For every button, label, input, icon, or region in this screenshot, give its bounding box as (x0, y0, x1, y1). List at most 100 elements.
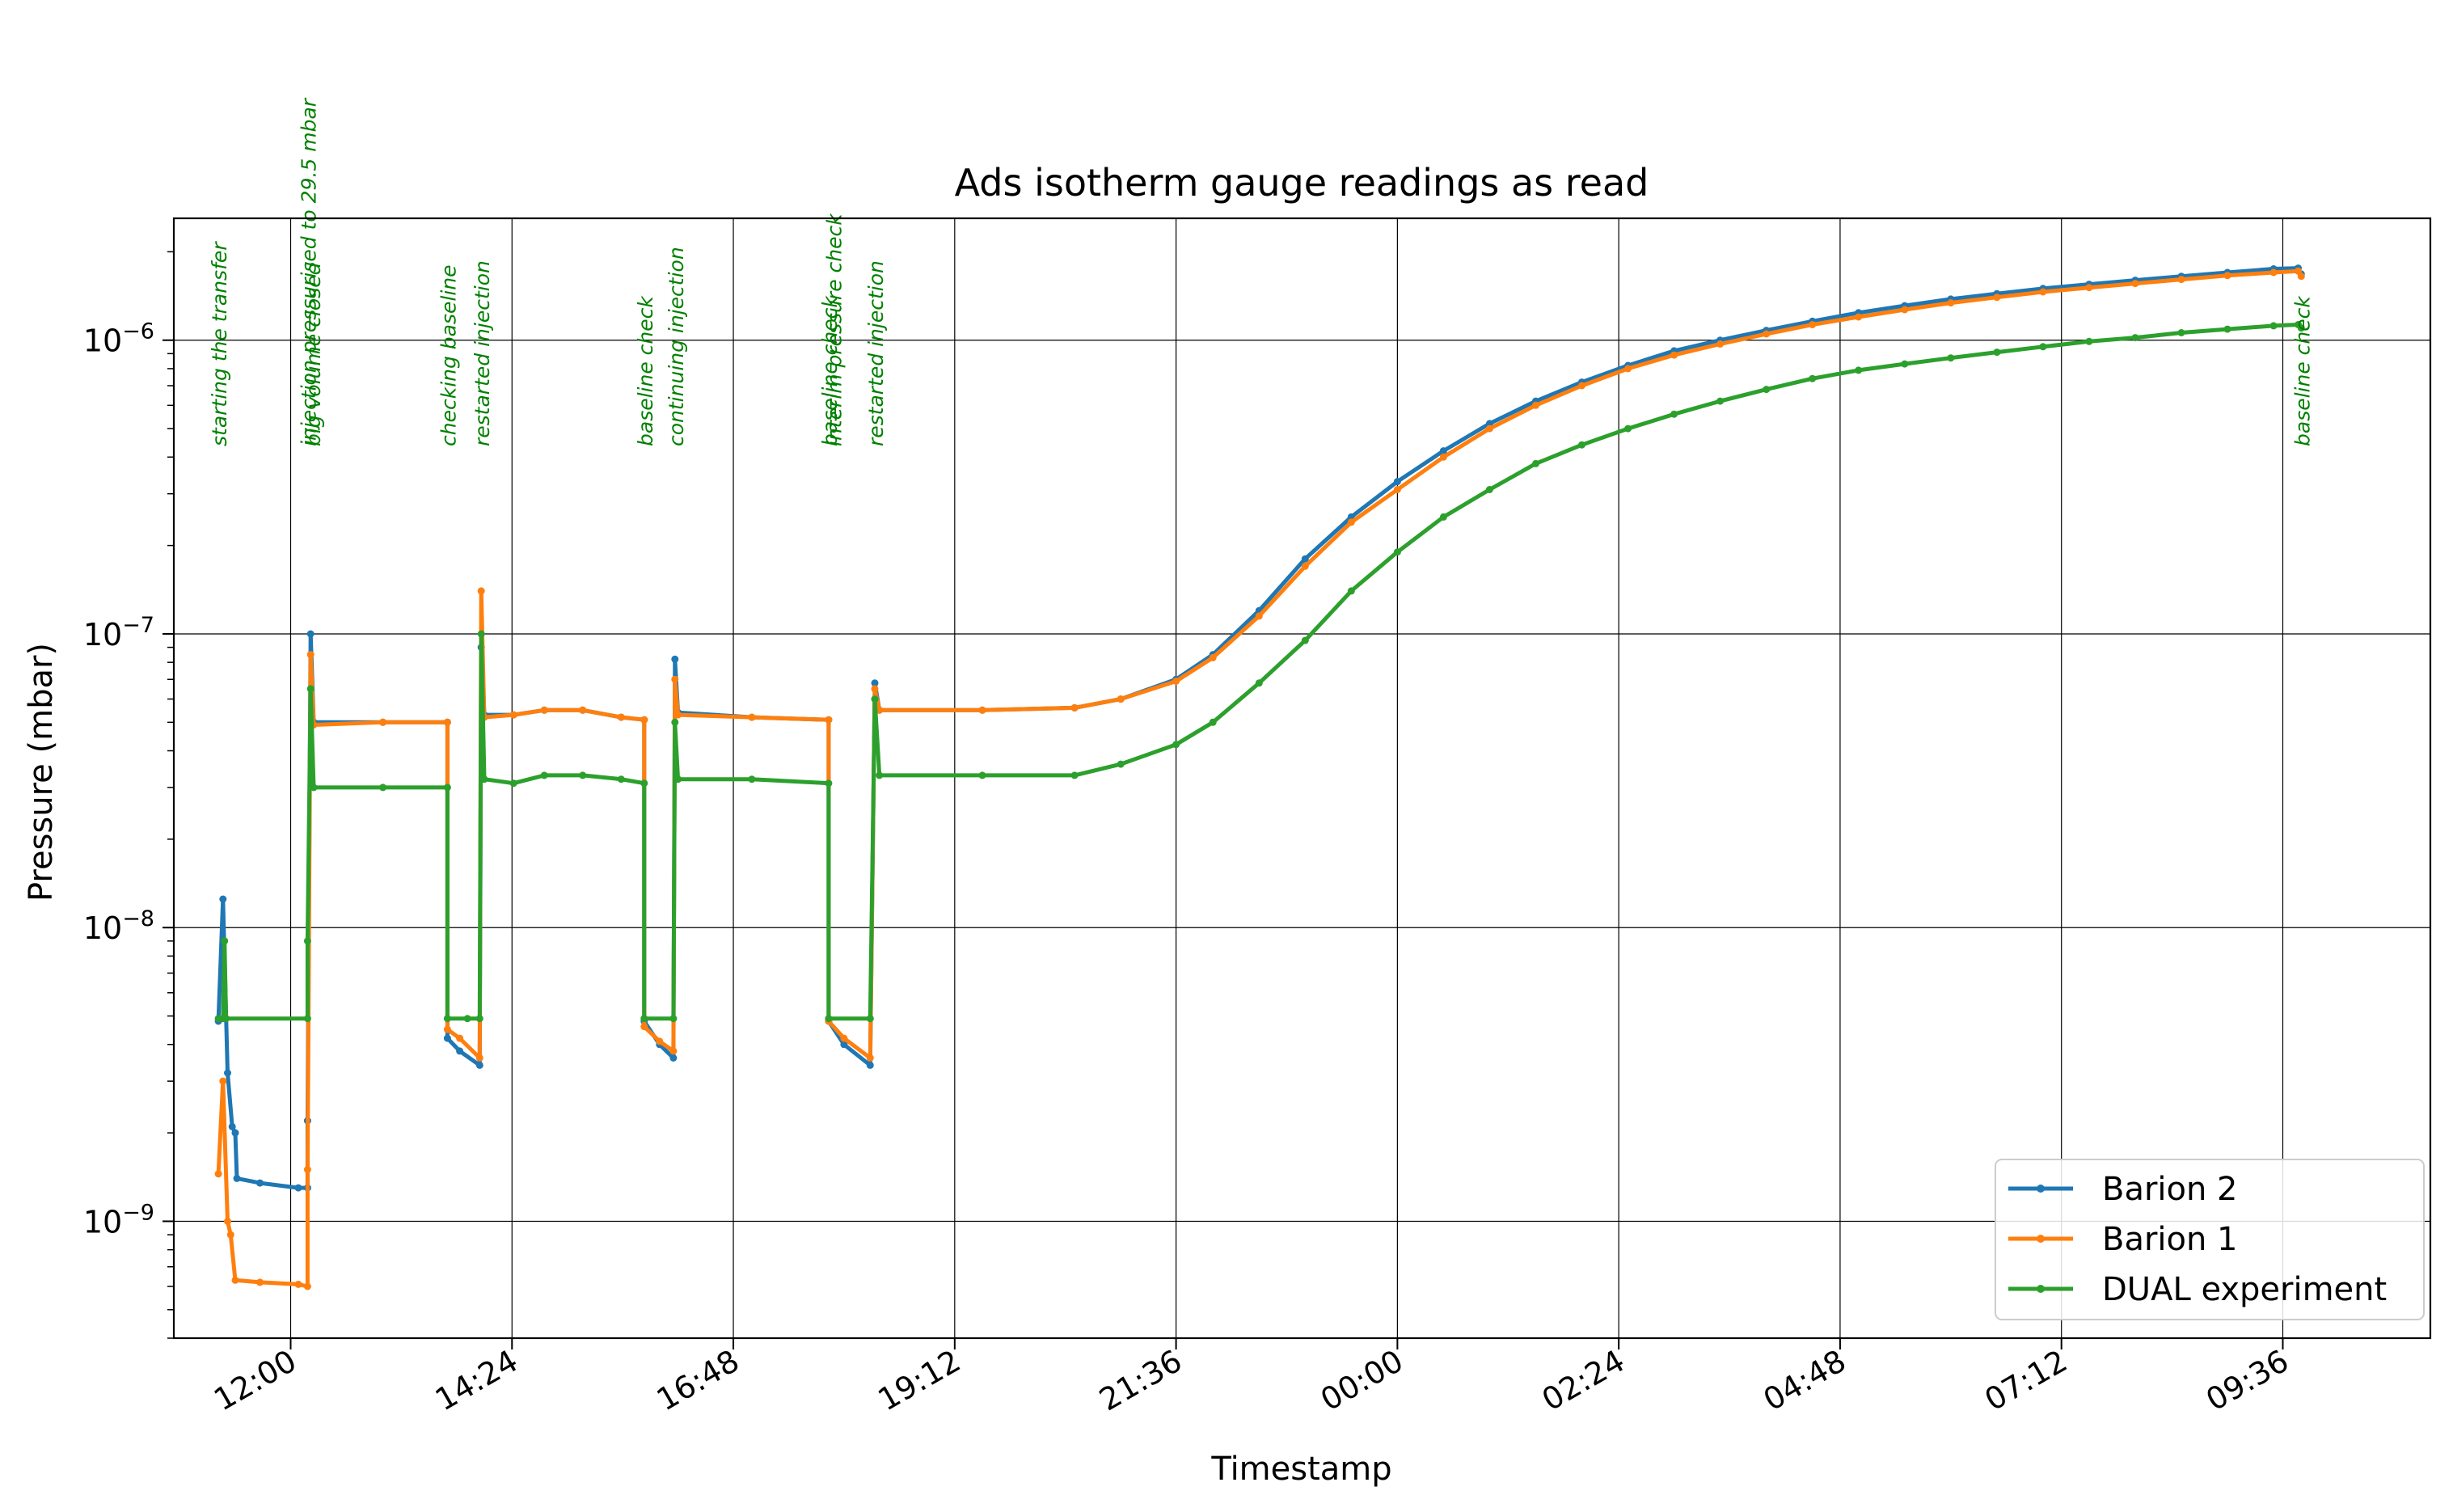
data-point (456, 1047, 464, 1055)
annotation-label: big volume closed (302, 262, 325, 446)
y-axis-ticks: 10−9 10−8 10−7 10−6 (83, 251, 174, 1339)
data-point (1393, 486, 1401, 493)
data-point (640, 716, 648, 724)
data-point (978, 706, 986, 714)
data-point (1117, 695, 1125, 703)
data-point (379, 718, 387, 726)
data-point (231, 1276, 239, 1284)
data-point (1578, 441, 1585, 449)
data-point (671, 655, 679, 663)
data-point (871, 685, 879, 693)
legend-marker (2037, 1285, 2045, 1293)
data-point (1485, 486, 1493, 493)
data-point (2039, 343, 2047, 351)
data-point (1901, 360, 1909, 368)
annotation-label: restarted injection (864, 260, 888, 446)
data-point (866, 1061, 874, 1069)
data-point (477, 587, 485, 595)
data-point (2269, 322, 2278, 330)
legend-box (1995, 1159, 2425, 1320)
data-point (540, 771, 548, 779)
data-point (1763, 386, 1771, 394)
data-point (1716, 397, 1725, 405)
data-point (671, 718, 679, 726)
data-point (475, 1054, 483, 1062)
data-point (1117, 760, 1125, 768)
data-point (1172, 678, 1180, 685)
data-point (2085, 284, 2093, 292)
data-point (443, 1034, 451, 1042)
plot-frame (172, 217, 2432, 1340)
data-point (443, 1015, 451, 1023)
data-point (1255, 679, 1263, 687)
data-point (1670, 351, 1678, 359)
data-point (748, 775, 756, 783)
data-point (871, 695, 879, 703)
data-point (579, 771, 587, 779)
data-point (1809, 374, 1817, 382)
legend-marker (2037, 1235, 2045, 1243)
data-point (1670, 410, 1678, 418)
annotation-label: restarted injection (471, 260, 494, 446)
data-point (825, 779, 833, 788)
data-point (1439, 447, 1447, 455)
data-point (221, 937, 229, 945)
data-point (1393, 548, 1401, 556)
data-point (306, 630, 315, 638)
x-axis-label: Timestamp (1210, 1451, 1391, 1488)
annotation-label: starting the transfer (208, 241, 231, 446)
data-point (2297, 324, 2305, 332)
data-point (2297, 272, 2305, 281)
data-point (1255, 612, 1263, 620)
data-point (475, 1015, 483, 1023)
data-point (477, 630, 485, 638)
data-point (303, 1282, 311, 1290)
data-point (379, 783, 387, 792)
data-point (214, 1170, 222, 1178)
series-line (218, 323, 2303, 1021)
annotation-label: checking baseline (437, 264, 460, 446)
data-point (1301, 562, 1309, 570)
data-point (866, 1015, 874, 1023)
data-point (617, 713, 625, 721)
data-point (1485, 420, 1493, 428)
annotation-label: continuing injection (665, 247, 688, 446)
data-point (219, 895, 227, 903)
data-point (825, 716, 833, 724)
data-point (233, 1174, 241, 1182)
legend-marker (2037, 1185, 2045, 1193)
data-point (2223, 325, 2231, 333)
legend-label: Barion 1 (2102, 1221, 2238, 1258)
data-point (540, 706, 548, 714)
annotation-label: baseline check (2290, 295, 2314, 446)
data-point (1209, 653, 1217, 661)
data-point (669, 1054, 678, 1062)
data-point (475, 1061, 483, 1069)
data-point (443, 783, 451, 792)
data-point (1439, 513, 1447, 521)
data-point (303, 937, 311, 945)
data-point (2131, 280, 2139, 288)
data-point (1855, 366, 1863, 374)
data-point (840, 1034, 848, 1042)
data-point (463, 1015, 471, 1023)
data-point (840, 1041, 848, 1049)
data-point (640, 779, 648, 788)
data-point (228, 1122, 236, 1130)
data-point (222, 1015, 230, 1023)
data-point (2177, 276, 2185, 284)
data-point (825, 1015, 833, 1023)
data-point (2177, 329, 2185, 336)
data-point (1439, 453, 1447, 461)
data-point (306, 651, 315, 659)
y-tick-label: 10−6 (83, 319, 154, 359)
data-point (2039, 288, 2047, 296)
data-point (1624, 365, 1632, 373)
data-point (1301, 555, 1309, 563)
data-point (1485, 424, 1493, 433)
data-point (669, 1047, 678, 1055)
data-point (456, 1034, 464, 1042)
data-point (306, 685, 315, 693)
data-point (1532, 401, 1539, 409)
